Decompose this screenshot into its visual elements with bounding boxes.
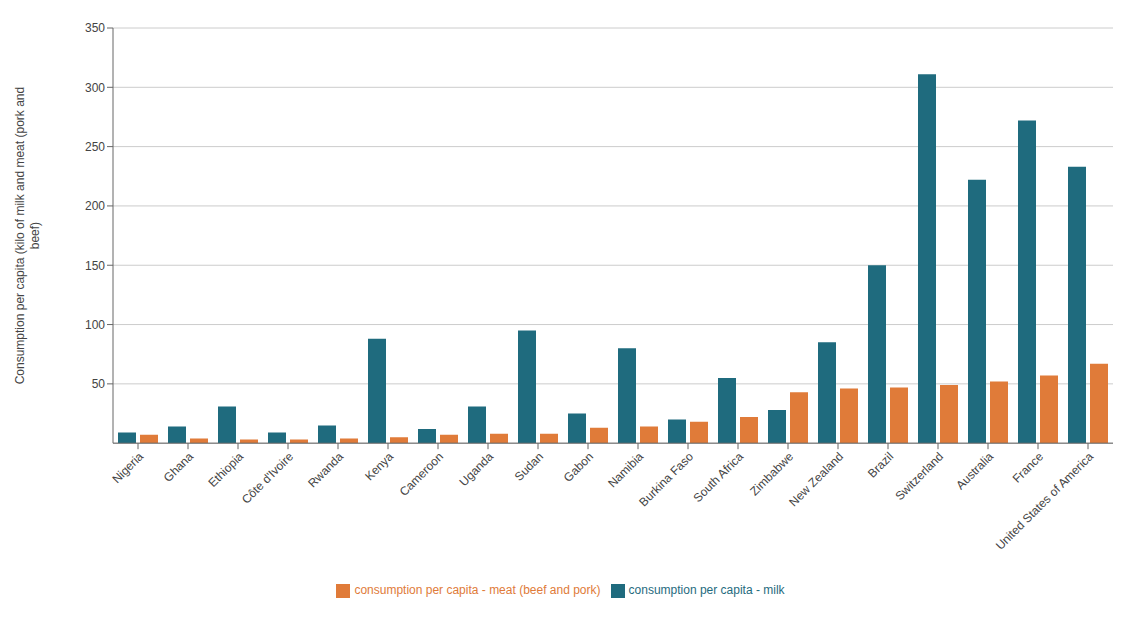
svg-text:Kenya: Kenya (362, 449, 396, 483)
svg-text:Switzerland: Switzerland (892, 449, 946, 503)
svg-text:Nigeria: Nigeria (109, 449, 146, 486)
svg-text:Uganda: Uganda (457, 449, 497, 489)
svg-text:United States of America: United States of America (993, 449, 1097, 553)
svg-text:Cameroon: Cameroon (397, 449, 447, 499)
svg-text:250: 250 (85, 140, 105, 154)
svg-text:Brazil: Brazil (865, 449, 896, 480)
svg-text:Ethiopia: Ethiopia (206, 449, 247, 490)
svg-text:Gabon: Gabon (561, 449, 596, 484)
html-text:consumption per capita - meat: consumption per capita - meat (beef and … (354, 583, 601, 598)
svg-text:Zimbabwe: Zimbabwe (747, 449, 796, 498)
html-text:consumption per capita - milk: consumption per capita - milk (628, 583, 785, 598)
svg-text:Côte d'Ivoire: Côte d'Ivoire (239, 449, 296, 506)
svg-text:350: 350 (85, 21, 105, 35)
svg-text:150: 150 (85, 259, 105, 273)
svg-text:Ghana: Ghana (161, 449, 197, 485)
svg-text:Namibia: Namibia (605, 449, 646, 490)
svg-text:Burkina Faso: Burkina Faso (636, 449, 696, 509)
svg-text:100: 100 (85, 318, 105, 332)
svg-text:Rwanda: Rwanda (305, 449, 346, 490)
svg-text:300: 300 (85, 81, 105, 95)
svg-text:New Zealand: New Zealand (786, 449, 846, 509)
svg-text:France: France (1010, 449, 1047, 486)
svg-text:Australia: Australia (953, 449, 996, 492)
svg-text:200: 200 (85, 199, 105, 213)
svg-text:50: 50 (92, 377, 106, 391)
svg-text:South Africa: South Africa (690, 449, 746, 505)
svg-text:Sudan: Sudan (512, 449, 546, 483)
svg-text:Consumption per capita (kilo o: Consumption per capita (kilo of milk and… (14, 87, 43, 384)
